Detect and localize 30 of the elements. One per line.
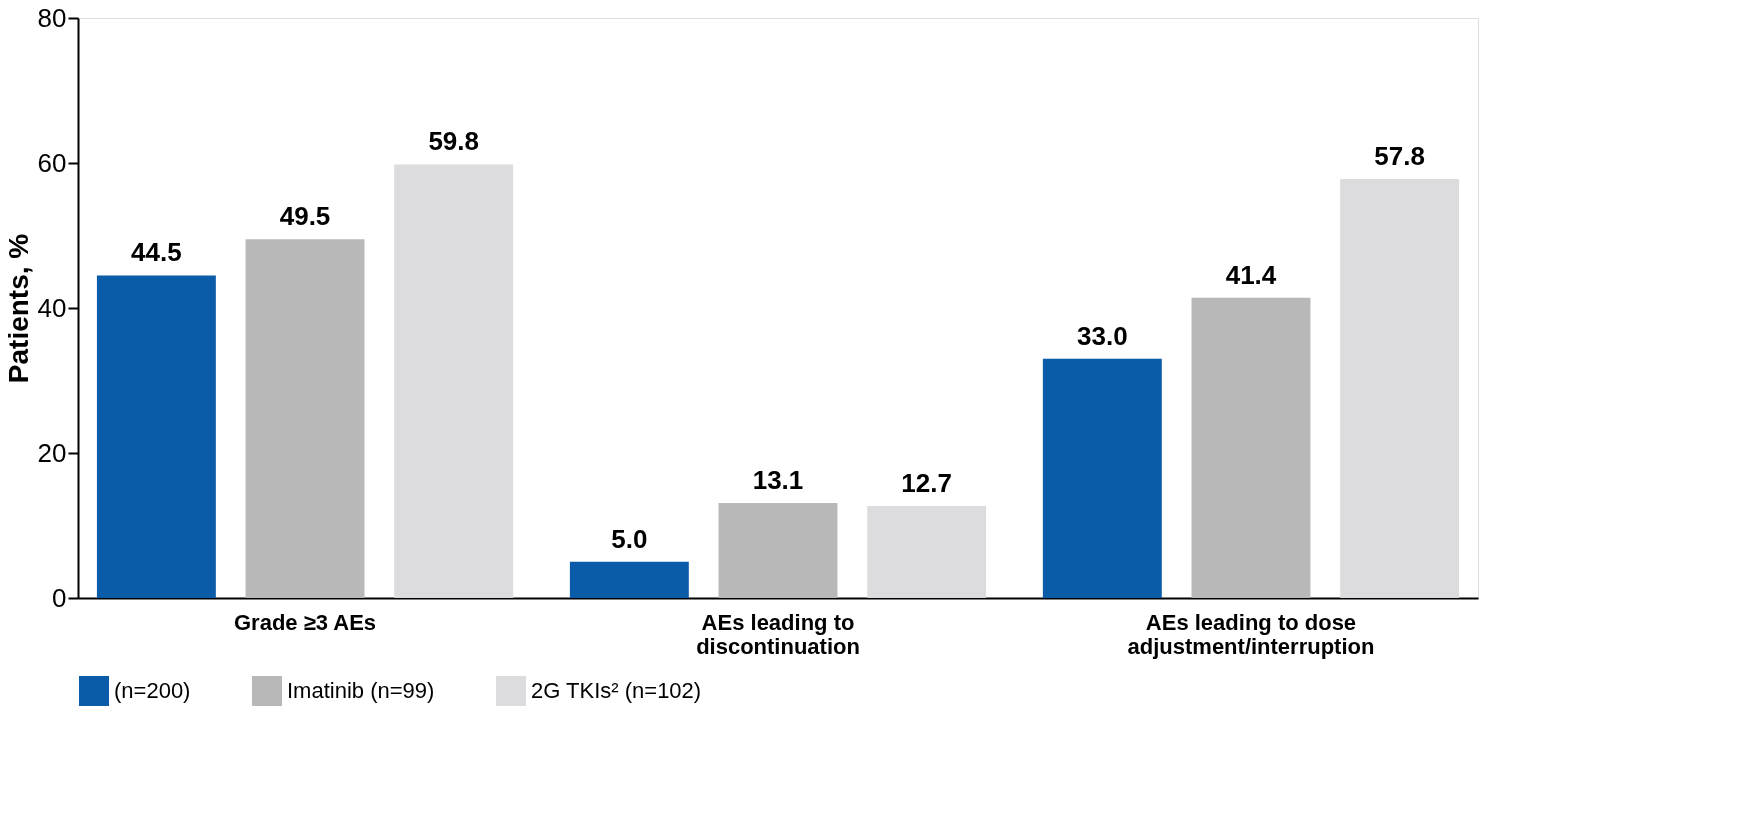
x-tick-label: AEs leading to dose adjustment/interruption	[1127, 609, 1375, 659]
bar	[867, 505, 987, 598]
data-label: 59.8	[428, 126, 479, 157]
legend-label: (n=200)	[114, 678, 191, 703]
bar	[1340, 178, 1460, 598]
bar	[569, 561, 689, 598]
y-tick-label: 40	[37, 292, 67, 323]
y-axis-title: Patients, %	[2, 233, 34, 384]
data-label: 49.5	[279, 201, 331, 232]
bar	[1042, 358, 1162, 598]
y-tick-label: 60	[37, 147, 67, 178]
y-tick-label: 20	[37, 437, 67, 468]
bar	[1191, 297, 1311, 598]
data-label: 33.0	[1077, 320, 1128, 351]
y-tick-label: 80	[37, 2, 67, 33]
x-tick-label: Grade ≥3 AEs	[233, 609, 377, 635]
legend-label: Imatinib (n=99)	[287, 678, 435, 703]
x-tick-label: AEs leading to discontinuation	[696, 609, 860, 659]
data-label: 13.1	[752, 465, 804, 496]
bar	[96, 275, 216, 598]
y-tick-label: 0	[52, 582, 67, 613]
bar	[718, 503, 838, 598]
data-label: 57.8	[1374, 140, 1425, 171]
data-label: 44.5	[131, 237, 182, 268]
data-label: 5.0	[611, 523, 648, 554]
legend-label: 2G TKIs² (n=102)	[531, 678, 702, 703]
data-label: 41.4	[1225, 259, 1277, 290]
bar	[245, 239, 365, 598]
bar	[394, 164, 514, 598]
data-label: 12.7	[901, 467, 952, 498]
